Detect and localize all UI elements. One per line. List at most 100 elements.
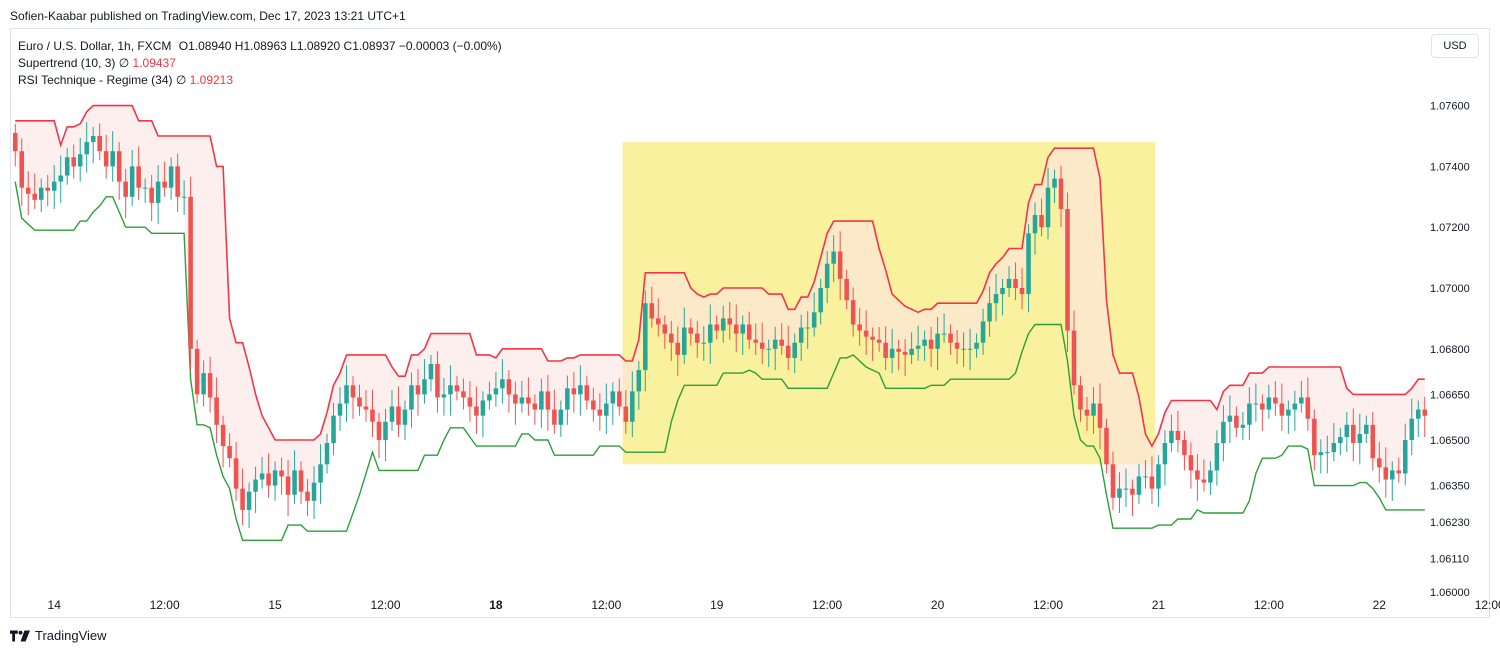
candle-body bbox=[233, 458, 239, 489]
candle-body bbox=[370, 409, 375, 422]
candle-body bbox=[766, 348, 771, 350]
chart-panel[interactable] bbox=[10, 28, 1490, 618]
candle bbox=[513, 381, 518, 425]
candle-body bbox=[526, 397, 531, 404]
candle bbox=[305, 478, 310, 516]
currency-button[interactable]: USD bbox=[1431, 34, 1479, 58]
candle bbox=[941, 313, 947, 343]
candle-body bbox=[630, 391, 635, 422]
candle bbox=[909, 332, 914, 364]
candle bbox=[1247, 387, 1252, 440]
candle bbox=[694, 320, 700, 358]
candle bbox=[740, 315, 746, 355]
candle bbox=[409, 372, 414, 428]
candle bbox=[272, 461, 278, 501]
candle bbox=[922, 330, 927, 361]
candle-body bbox=[461, 391, 466, 398]
candle bbox=[707, 304, 713, 364]
candle bbox=[1357, 413, 1363, 465]
candle bbox=[25, 171, 31, 216]
candle-body bbox=[415, 385, 421, 395]
candle bbox=[279, 457, 284, 495]
candle bbox=[259, 457, 265, 489]
candle-body bbox=[545, 391, 551, 410]
candle-body bbox=[240, 488, 245, 510]
candle bbox=[487, 381, 492, 410]
candle bbox=[824, 250, 830, 304]
candle bbox=[220, 415, 226, 468]
candle-body bbox=[272, 470, 278, 486]
candle-body bbox=[863, 330, 869, 337]
candle-body bbox=[1175, 430, 1181, 440]
symbol-title[interactable]: Euro / U.S. Dollar, 1h, FXCM bbox=[18, 39, 172, 53]
candle bbox=[1078, 376, 1083, 422]
candle bbox=[1052, 169, 1057, 203]
candle bbox=[110, 131, 115, 182]
candle-body bbox=[896, 348, 901, 352]
brand-name: TradingView bbox=[35, 628, 107, 643]
candle bbox=[246, 482, 252, 529]
candle-body bbox=[1364, 424, 1369, 434]
candle-body bbox=[662, 324, 668, 334]
candle-body bbox=[1415, 409, 1421, 419]
candle-body bbox=[954, 342, 960, 349]
candle-body bbox=[1325, 452, 1330, 454]
candle bbox=[974, 333, 979, 358]
candle bbox=[720, 305, 726, 343]
candle bbox=[1071, 310, 1077, 395]
candle-body bbox=[1097, 403, 1103, 428]
candle-body bbox=[1006, 278, 1012, 288]
footer-brand[interactable]: TradingView bbox=[10, 628, 107, 643]
candle-body bbox=[740, 324, 746, 334]
candle bbox=[1338, 427, 1343, 456]
candle-body bbox=[1084, 409, 1090, 416]
candle-body bbox=[753, 339, 758, 343]
candle bbox=[688, 318, 694, 346]
candle bbox=[785, 325, 791, 371]
candle-body bbox=[694, 333, 700, 343]
candle bbox=[1402, 423, 1408, 486]
candle-body bbox=[64, 157, 70, 176]
candle bbox=[1058, 165, 1064, 228]
candle bbox=[77, 137, 83, 182]
candle-body bbox=[311, 482, 317, 501]
candle bbox=[1000, 278, 1005, 316]
candle-body bbox=[785, 345, 791, 358]
candle-body bbox=[909, 348, 914, 355]
candle bbox=[526, 377, 531, 416]
candle-body bbox=[1169, 430, 1174, 444]
candle-body bbox=[71, 157, 76, 167]
time-tick-label: 21 bbox=[1152, 598, 1166, 612]
tradingview-logo-icon bbox=[10, 629, 30, 642]
candle bbox=[1136, 463, 1142, 504]
candle-body bbox=[1260, 403, 1265, 410]
candle-body bbox=[422, 379, 427, 395]
candle bbox=[350, 376, 356, 419]
candle bbox=[1188, 442, 1194, 489]
candle-body bbox=[298, 470, 304, 492]
candle-body bbox=[175, 166, 180, 197]
supertrend-label[interactable]: Supertrend (10, 3) ∅ bbox=[18, 56, 130, 70]
candle-body bbox=[1318, 452, 1324, 456]
candle-body bbox=[571, 388, 577, 395]
candle-body bbox=[1214, 443, 1220, 471]
candle bbox=[1084, 396, 1090, 431]
candle-body bbox=[772, 339, 778, 349]
candle-body bbox=[1039, 215, 1044, 228]
candle bbox=[1234, 406, 1239, 437]
rsi-regime-label[interactable]: RSI Technique - Regime (34) ∅ bbox=[18, 73, 187, 87]
candle-body bbox=[1078, 385, 1083, 410]
candle-body bbox=[831, 251, 836, 264]
candle bbox=[818, 278, 823, 325]
candle-body bbox=[1104, 427, 1109, 465]
candle bbox=[805, 311, 810, 349]
candle bbox=[129, 149, 135, 206]
candle bbox=[415, 368, 421, 416]
candle bbox=[71, 144, 76, 179]
candle bbox=[1240, 412, 1246, 440]
candle-body bbox=[383, 421, 388, 440]
candle-body bbox=[792, 342, 797, 358]
candle bbox=[1097, 383, 1103, 450]
candle-body bbox=[1117, 488, 1122, 498]
